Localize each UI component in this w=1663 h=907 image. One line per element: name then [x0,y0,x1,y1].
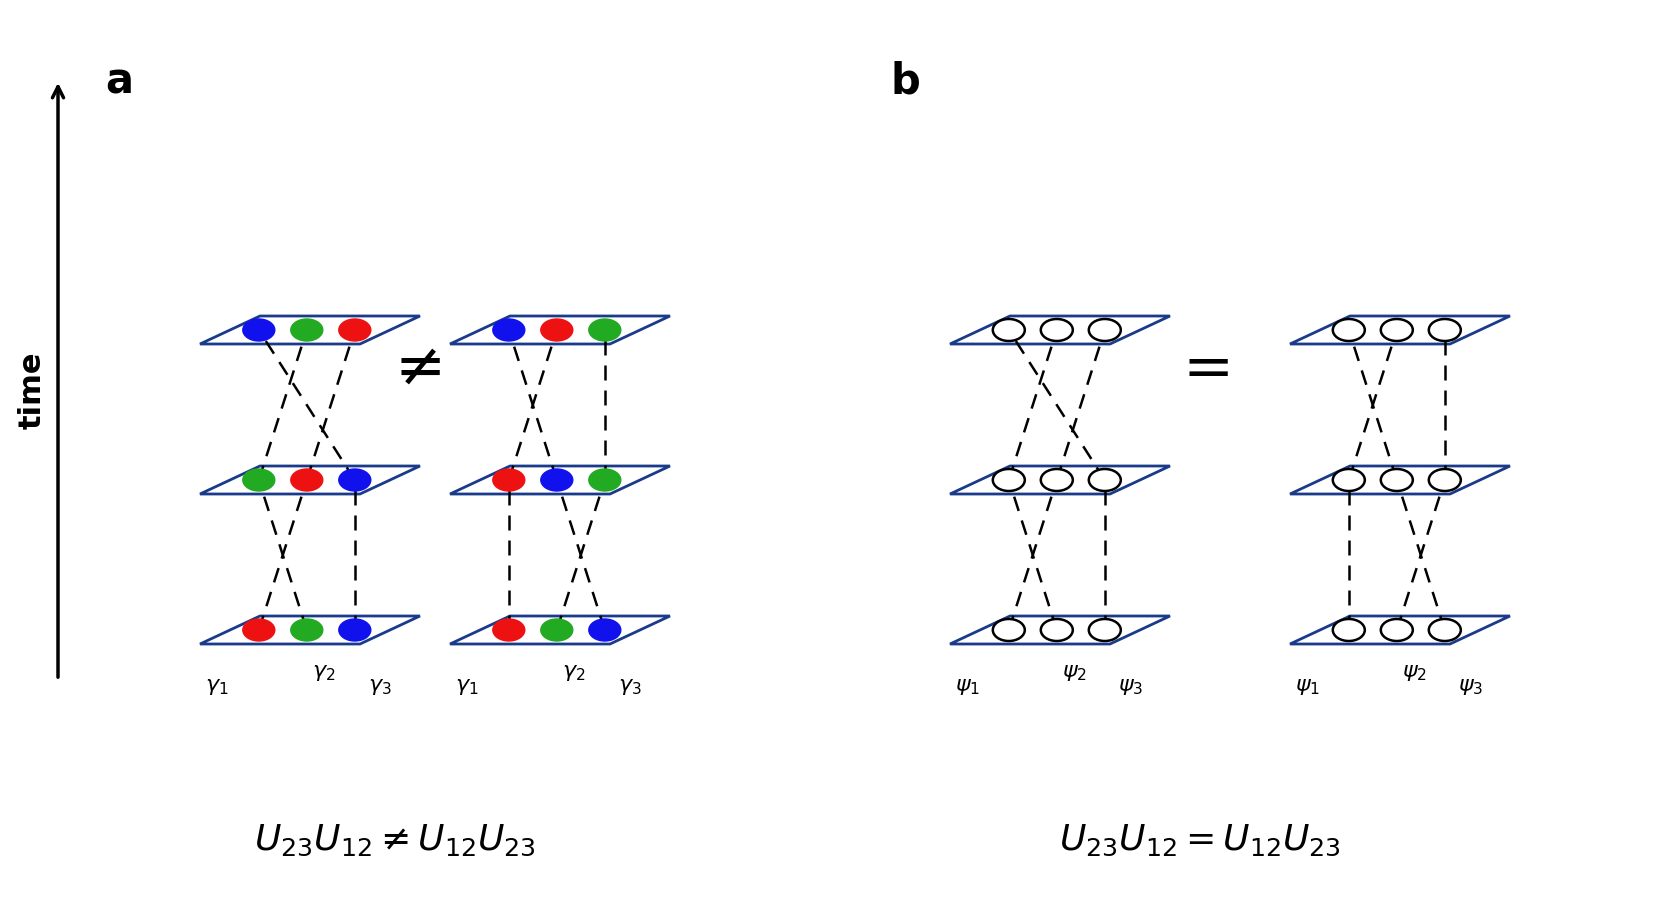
Ellipse shape [589,469,620,491]
Text: b: b [890,60,920,102]
Text: a: a [105,60,133,102]
Ellipse shape [540,469,572,491]
Ellipse shape [540,319,572,341]
Text: time: time [18,351,47,429]
Ellipse shape [1041,469,1073,491]
Ellipse shape [1089,469,1121,491]
Ellipse shape [993,319,1024,341]
Ellipse shape [540,619,572,641]
Ellipse shape [1041,619,1073,641]
Ellipse shape [1332,619,1365,641]
Text: $=$: $=$ [1171,343,1229,397]
Ellipse shape [589,319,620,341]
Ellipse shape [1380,469,1414,491]
Ellipse shape [1332,469,1365,491]
Text: $\psi_3$: $\psi_3$ [1118,676,1142,697]
Ellipse shape [1429,619,1460,641]
Text: $\psi_2$: $\psi_2$ [1061,662,1086,683]
Text: $\psi_2$: $\psi_2$ [1402,662,1427,683]
Ellipse shape [1089,619,1121,641]
Ellipse shape [339,469,371,491]
Ellipse shape [1429,469,1460,491]
Text: $\psi_1$: $\psi_1$ [1295,676,1320,697]
Ellipse shape [1041,319,1073,341]
Ellipse shape [1429,319,1460,341]
Ellipse shape [1332,319,1365,341]
Ellipse shape [243,619,274,641]
Ellipse shape [291,319,323,341]
Ellipse shape [589,619,620,641]
Ellipse shape [339,619,371,641]
Text: $\gamma_3$: $\gamma_3$ [368,676,392,697]
Text: $\gamma_2$: $\gamma_2$ [311,662,336,683]
Text: $\psi_3$: $\psi_3$ [1458,676,1483,697]
Text: $U_{23}U_{12} = U_{12}U_{23}$: $U_{23}U_{12} = U_{12}U_{23}$ [1059,823,1340,858]
Ellipse shape [993,469,1024,491]
Text: $U_{23}U_{12} \neq U_{12}U_{23}$: $U_{23}U_{12} \neq U_{12}U_{23}$ [254,823,535,858]
Text: $\psi_1$: $\psi_1$ [955,676,980,697]
Ellipse shape [243,319,274,341]
Ellipse shape [1089,319,1121,341]
Ellipse shape [492,619,526,641]
Text: $\gamma_2$: $\gamma_2$ [562,662,585,683]
Text: $\neq$: $\neq$ [382,343,441,397]
Ellipse shape [291,469,323,491]
Ellipse shape [1380,619,1414,641]
Text: $\gamma_3$: $\gamma_3$ [619,676,642,697]
Ellipse shape [492,319,526,341]
Ellipse shape [993,619,1024,641]
Ellipse shape [339,319,371,341]
Text: $\gamma_1$: $\gamma_1$ [205,676,228,697]
Ellipse shape [291,619,323,641]
Ellipse shape [492,469,526,491]
Ellipse shape [243,469,274,491]
Text: $\gamma_1$: $\gamma_1$ [456,676,479,697]
Ellipse shape [1380,319,1414,341]
